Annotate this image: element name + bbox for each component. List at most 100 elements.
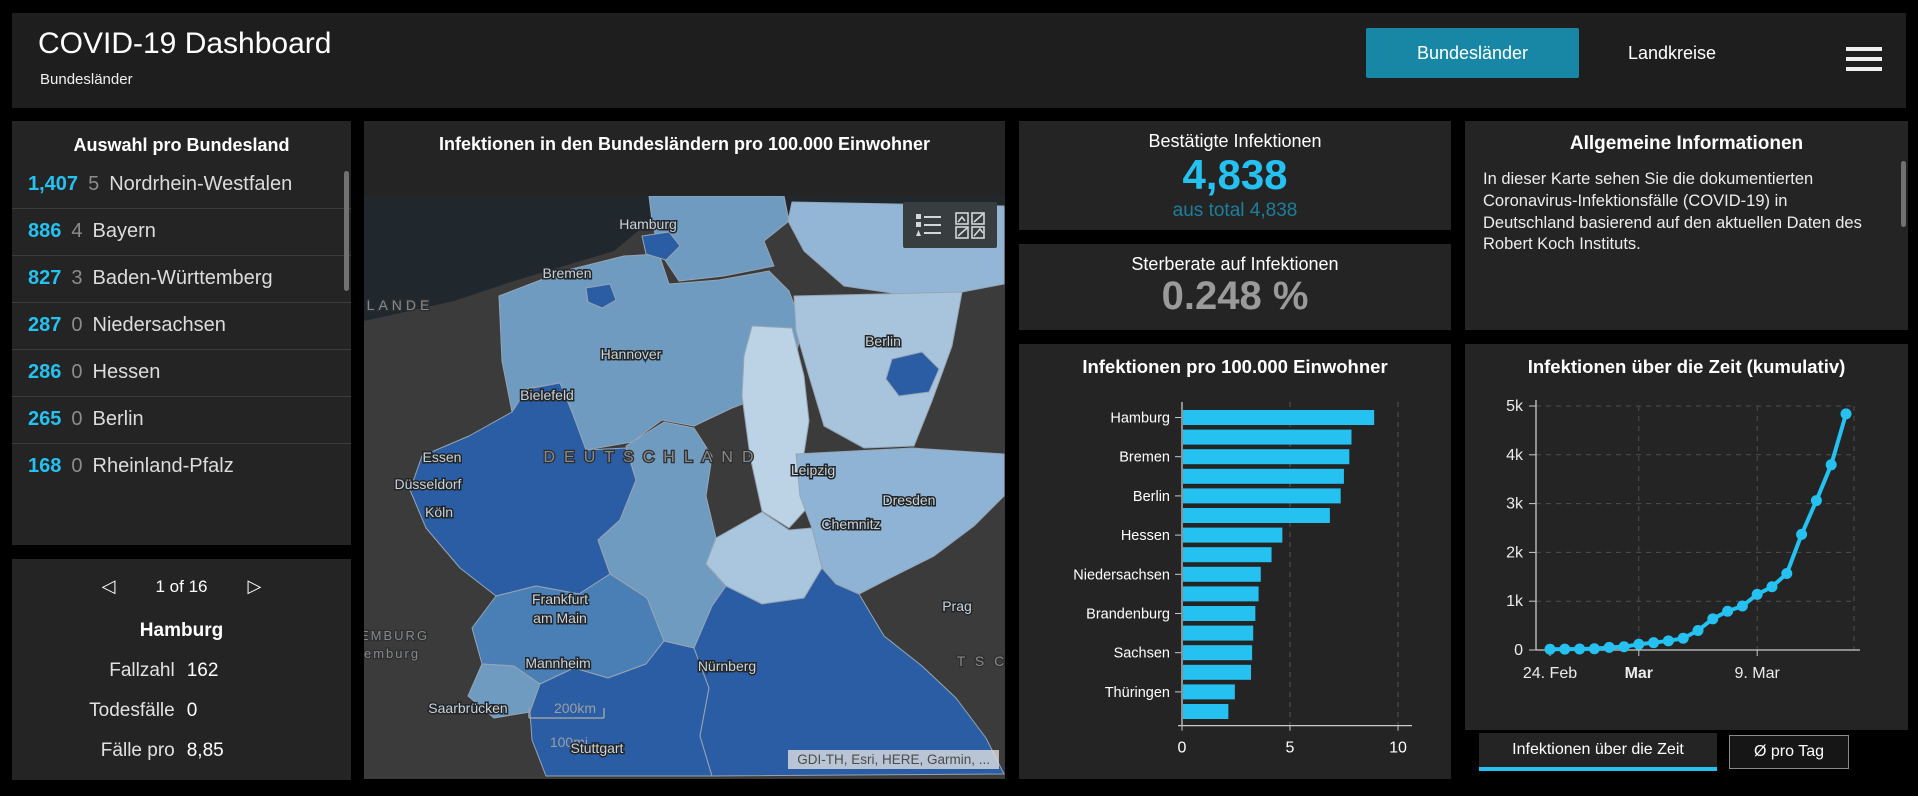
detail-value: 0: [186, 700, 198, 721]
bar[interactable]: [1183, 429, 1352, 445]
data-point[interactable]: [1796, 528, 1808, 540]
list-item[interactable]: 286 0 Hessen: [12, 349, 351, 396]
data-point[interactable]: [1648, 637, 1660, 649]
bar-label: Sachsen: [1114, 646, 1170, 662]
bar-label: Brandenburg: [1086, 607, 1170, 623]
state-list: 1,407 5 Nordrhein-Westfalen 886 4 Bayern 827 3 B…: [12, 162, 351, 490]
list-item[interactable]: 168 0 Rheinland-Pfalz: [12, 443, 351, 490]
x-tick-label: 9. Mar: [1735, 665, 1781, 682]
scrollbar[interactable]: [344, 171, 349, 291]
state-hamburg[interactable]: [641, 231, 681, 261]
list-item[interactable]: 827 3 Baden-Württemberg: [12, 255, 351, 302]
list-item[interactable]: 265 0 Berlin: [12, 396, 351, 443]
case-count: 886: [28, 220, 62, 242]
y-tick-label: 4k: [1506, 447, 1524, 464]
data-point[interactable]: [1751, 588, 1763, 600]
menu-icon[interactable]: [1846, 47, 1882, 75]
infections-over-time-line-chart[interactable]: 0 1k 2k 3k 4k 5k 24. Feb Mar 9. Mar: [1465, 344, 1908, 730]
data-point[interactable]: [1707, 613, 1719, 625]
list-item[interactable]: 886 4 Bayern: [12, 208, 351, 255]
data-point[interactable]: [1825, 459, 1837, 471]
state-list-panel: Auswahl pro Bundesland 1,407 5 Nordrhein-W…: [12, 121, 351, 545]
bar[interactable]: [1183, 468, 1344, 484]
bar[interactable]: [1183, 449, 1350, 465]
data-point[interactable]: [1781, 568, 1793, 580]
data-point[interactable]: [1766, 581, 1778, 593]
data-point[interactable]: [1736, 600, 1748, 612]
map-controls: [903, 202, 997, 248]
death-count: 0: [71, 314, 83, 336]
state-bayern[interactable]: [693, 567, 1005, 777]
bar[interactable]: [1183, 527, 1283, 543]
basemap-gallery-icon[interactable]: [954, 210, 986, 240]
data-point[interactable]: [1544, 643, 1556, 655]
bar[interactable]: [1183, 547, 1272, 563]
data-point[interactable]: [1559, 643, 1571, 655]
map-panel: Infektionen in den Bundesländern pro 100…: [364, 121, 1005, 779]
city-label: Nürnberg: [698, 658, 756, 674]
bar[interactable]: [1183, 645, 1253, 661]
bar-label: Berlin: [1133, 489, 1170, 505]
sea: [364, 196, 1005, 321]
data-point[interactable]: [1633, 638, 1645, 650]
case-count: 168: [28, 455, 62, 477]
state-bremen[interactable]: [585, 283, 617, 309]
death-count: 4: [71, 220, 83, 242]
city-label: Köln: [425, 504, 453, 520]
bar[interactable]: [1183, 566, 1261, 582]
data-point[interactable]: [1603, 641, 1615, 653]
data-point[interactable]: [1588, 643, 1600, 655]
map-attribution[interactable]: GDI-TH, Esri, HERE, Garmin, ...: [788, 750, 999, 769]
state-sachsen-anhalt[interactable]: [741, 325, 810, 529]
bar-chart-panel: Infektionen pro 100.000 Einwohner Hambur…: [1019, 344, 1451, 779]
page-subtitle: Bundesländer: [40, 71, 133, 88]
city-label: Stuttgart: [571, 740, 624, 756]
data-point[interactable]: [1840, 408, 1852, 420]
bar[interactable]: [1183, 606, 1256, 621]
bar[interactable]: [1183, 586, 1259, 602]
region-label: LANDE: [367, 297, 434, 313]
data-point[interactable]: [1677, 632, 1689, 644]
state-brandenburg[interactable]: [793, 291, 963, 449]
legend-icon[interactable]: [914, 210, 944, 240]
info-body: In dieser Karte sehen Sie die dokumentie…: [1483, 170, 1862, 254]
bar[interactable]: [1183, 664, 1252, 680]
confirmed-infections-panel: Bestätigte Infektionen 4,838 aus total 4…: [1019, 121, 1451, 230]
bar[interactable]: [1183, 488, 1341, 504]
tab-bundeslaender[interactable]: Bundesländer: [1366, 28, 1579, 78]
y-tick-label: 1k: [1506, 593, 1524, 610]
city-label: Berlin: [865, 333, 901, 349]
data-point[interactable]: [1574, 643, 1586, 655]
region-label: emburg: [364, 646, 420, 661]
data-point[interactable]: [1692, 624, 1704, 636]
x-tick-label: 24. Feb: [1523, 665, 1577, 682]
scrollbar[interactable]: [1901, 161, 1906, 227]
death-count: 3: [71, 267, 83, 289]
map[interactable]: 200km 100mi Hamburg Bremen Hannover Bielefeld…: [364, 195, 1005, 779]
next-page-button[interactable]: ▷: [242, 575, 268, 598]
detail-row: Fälle pro 8,85: [12, 740, 351, 762]
prev-page-button[interactable]: ◁: [96, 575, 122, 598]
bar[interactable]: [1183, 684, 1235, 700]
state-berlin[interactable]: [885, 351, 940, 397]
list-item[interactable]: 1,407 5 Nordrhein-Westfalen: [12, 162, 351, 208]
state-name: Berlin: [92, 408, 144, 430]
tab-infections-over-time[interactable]: Infektionen über die Zeit: [1479, 733, 1717, 771]
bar-label: Hessen: [1121, 528, 1170, 544]
bar[interactable]: [1183, 508, 1330, 523]
data-point[interactable]: [1618, 641, 1630, 653]
tab-landkreise[interactable]: Landkreise: [1592, 28, 1752, 78]
tab-avg-per-day[interactable]: Ø pro Tag: [1729, 735, 1849, 769]
bar[interactable]: [1183, 704, 1229, 719]
list-item[interactable]: 287 0 Niedersachsen: [12, 302, 351, 349]
infections-per-100k-bar-chart[interactable]: Hamburg Bremen Berlin Hessen Niedersachsen Br…: [1019, 344, 1451, 779]
data-point[interactable]: [1662, 635, 1674, 647]
data-point[interactable]: [1722, 605, 1734, 617]
line-chart-title: Infektionen über die Zeit (kumulativ): [1527, 356, 1846, 377]
data-point[interactable]: [1810, 495, 1822, 507]
germany-choropleth-map[interactable]: 200km 100mi Hamburg Bremen Hannover Bielefeld…: [364, 195, 1005, 779]
case-count: 265: [28, 408, 62, 430]
bar[interactable]: [1183, 410, 1375, 425]
bar[interactable]: [1183, 625, 1254, 641]
bar-label: Niedersachsen: [1073, 567, 1170, 583]
